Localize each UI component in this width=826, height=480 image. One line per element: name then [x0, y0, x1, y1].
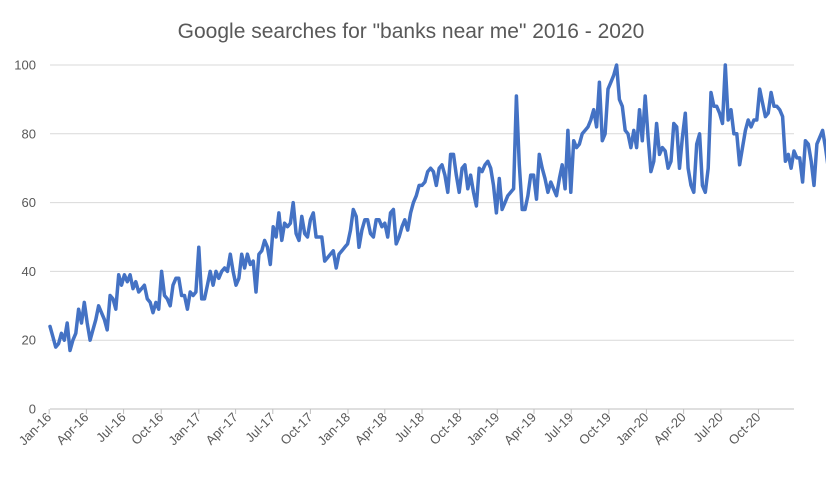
- x-tick-label: Apr-16: [53, 410, 91, 448]
- y-tick-label: 20: [22, 333, 36, 348]
- x-tick-label: Oct-18: [427, 410, 465, 448]
- y-tick-label: 80: [22, 126, 36, 141]
- y-tick-label: 60: [22, 195, 36, 210]
- x-tick-label: Oct-20: [725, 410, 763, 448]
- series-line-0: [48, 63, 826, 353]
- x-tick-label: Jan-20: [613, 410, 652, 449]
- x-tick-label: Apr-17: [203, 410, 241, 448]
- x-tick-label: Apr-19: [501, 410, 539, 448]
- y-tick-label: 40: [22, 264, 36, 279]
- x-tick-label: Apr-20: [651, 410, 689, 448]
- x-tick-label: Oct-16: [128, 410, 166, 448]
- x-tick-label: Jul-18: [391, 410, 427, 446]
- x-tick-label: Oct-19: [576, 410, 614, 448]
- x-tick-label: Jul-19: [541, 410, 577, 446]
- x-tick-label: Oct-17: [277, 410, 315, 448]
- y-tick-label: 0: [29, 402, 36, 417]
- x-tick-label: Jan-19: [464, 410, 503, 449]
- x-tick-label: Jan-17: [165, 410, 204, 449]
- chart-title: Google searches for "banks near me" 2016…: [178, 20, 645, 43]
- series-layer: [48, 63, 826, 353]
- x-tick-label: Apr-18: [352, 410, 390, 448]
- y-tick-label: 100: [14, 58, 36, 73]
- x-tick-label: Jul-20: [690, 410, 726, 446]
- y-axis-ticks: 0 20 40 60 80 100: [14, 58, 36, 417]
- gridlines: [50, 64, 794, 341]
- x-tick-label: Jan-18: [314, 410, 353, 449]
- x-tick-label: Jul-16: [93, 410, 129, 446]
- x-tick-label: Jul-17: [242, 410, 278, 446]
